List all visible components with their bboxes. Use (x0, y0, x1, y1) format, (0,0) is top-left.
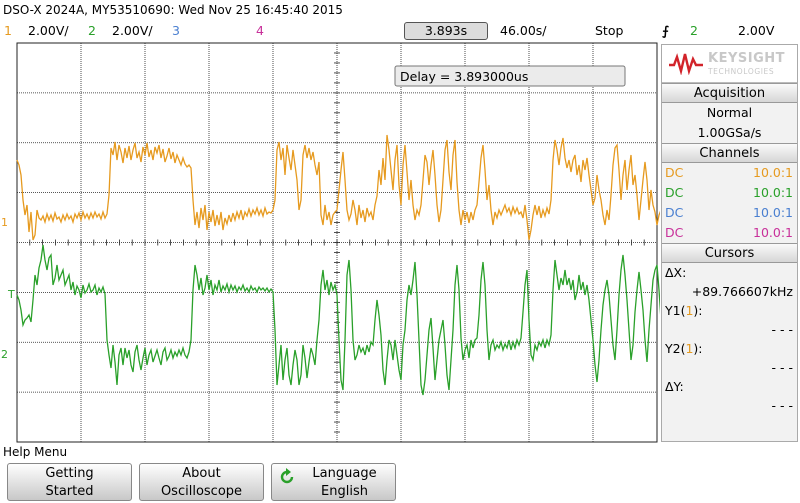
ch1-probe: 10.0:1 (753, 165, 793, 180)
time-scale[interactable]: 46.00s/ (500, 23, 547, 38)
about-line2: Oscilloscope (160, 484, 243, 499)
ch2-probe: 10.0:1 (753, 185, 793, 200)
keysight-logo: KEYSIGHT TECHNOLOGIES (662, 45, 797, 83)
cursor-dy-label: ΔY: (665, 379, 684, 394)
getting-started-button[interactable]: Getting Started (7, 463, 132, 501)
cursor-y2-label: Y2(1): (662, 339, 797, 358)
cursor-y2-value: - - - (771, 360, 793, 375)
cursor-y1-channel: 1 (685, 303, 694, 318)
cursor-dx-value: +89.766607kHz (691, 284, 793, 299)
ch3-number[interactable]: 3 (172, 23, 180, 38)
trigger-source[interactable]: 2 (690, 23, 698, 38)
channels-header[interactable]: Channels (662, 143, 797, 163)
waveform-display[interactable]: Delay = 3.893000us 1 T 2 (0, 42, 660, 443)
window-title: DSO-X 2024A, MY53510690: Wed Nov 25 16:4… (3, 3, 343, 17)
channel-row-1: DC 10.0:1 (662, 163, 797, 183)
ch2-number[interactable]: 2 (88, 23, 96, 38)
ch3-coupling: DC (665, 205, 684, 220)
time-position-box[interactable]: 3.893s (404, 22, 488, 40)
ch1-scale[interactable]: 2.00V/ (28, 23, 69, 38)
side-panel: KEYSIGHT TECHNOLOGIES Acquisition Normal… (661, 44, 798, 442)
brand-name: KEYSIGHT (708, 51, 785, 66)
ch3-probe: 10.0:1 (753, 205, 793, 220)
cursor-y2-prefix: Y2( (665, 341, 686, 356)
ch2-ground-marker[interactable]: 2 (1, 348, 8, 361)
cursor-y2-suffix: ): (693, 341, 703, 356)
channel-row-2: DC 10.0:1 (662, 183, 797, 203)
about-line1: About (182, 466, 221, 481)
cursors-header[interactable]: Cursors (662, 243, 797, 263)
delay-box (394, 65, 626, 87)
language-line2: English (321, 484, 368, 499)
ch4-probe: 10.0:1 (753, 225, 793, 240)
cursor-y1-prefix: Y1( (665, 303, 686, 318)
status-bar: 1 2.00V/ 2 2.00V/ 3 4 3.893s 46.00s/ Sto… (0, 20, 800, 42)
cursor-y1-label: Y1(1): (662, 301, 797, 320)
cursor-dy-value: - - - (771, 398, 793, 413)
language-button[interactable]: Language English (271, 463, 396, 501)
trigger-level-marker[interactable]: T (7, 288, 15, 301)
ch2-scale[interactable]: 2.00V/ (112, 23, 153, 38)
ch1-coupling: DC (665, 165, 684, 180)
ch2-waveform (16, 244, 660, 396)
cursor-dx-label: ΔX: (665, 265, 687, 280)
cursor-y1-suffix: ): (693, 303, 703, 318)
delay-label: Delay = 3.893000us (400, 69, 528, 84)
channel-row-4: DC 10.0:1 (662, 223, 797, 243)
brand-sub: TECHNOLOGIES (708, 67, 775, 76)
getting-started-line1: Getting (45, 466, 94, 481)
language-line1: Language (312, 466, 377, 481)
keysight-wave-icon (669, 53, 703, 75)
ch1-ground-marker[interactable]: 1 (1, 216, 8, 229)
sample-rate: 1.00GSa/s (697, 125, 762, 140)
ch1-number[interactable]: 1 (4, 23, 12, 38)
getting-started-line2: Started (45, 484, 94, 499)
acquisition-mode: Normal (706, 105, 753, 120)
ch4-coupling: DC (665, 225, 684, 240)
help-menu-label: Help Menu (3, 445, 68, 459)
cursor-y1-value: - - - (771, 322, 793, 337)
acquisition-header[interactable]: Acquisition (662, 83, 797, 103)
ch1-waveform (16, 134, 660, 241)
ch2-coupling: DC (665, 185, 684, 200)
rotate-icon (280, 468, 294, 484)
trigger-level[interactable]: 2.00V (738, 23, 775, 38)
ch4-number[interactable]: 4 (256, 23, 264, 38)
run-state: Stop (595, 23, 624, 38)
cursor-y2-channel: 1 (685, 341, 694, 356)
about-oscilloscope-button[interactable]: About Oscilloscope (139, 463, 264, 501)
channel-row-3: DC 10.0:1 (662, 203, 797, 223)
trigger-edge-icon: ⨍ (662, 23, 670, 38)
